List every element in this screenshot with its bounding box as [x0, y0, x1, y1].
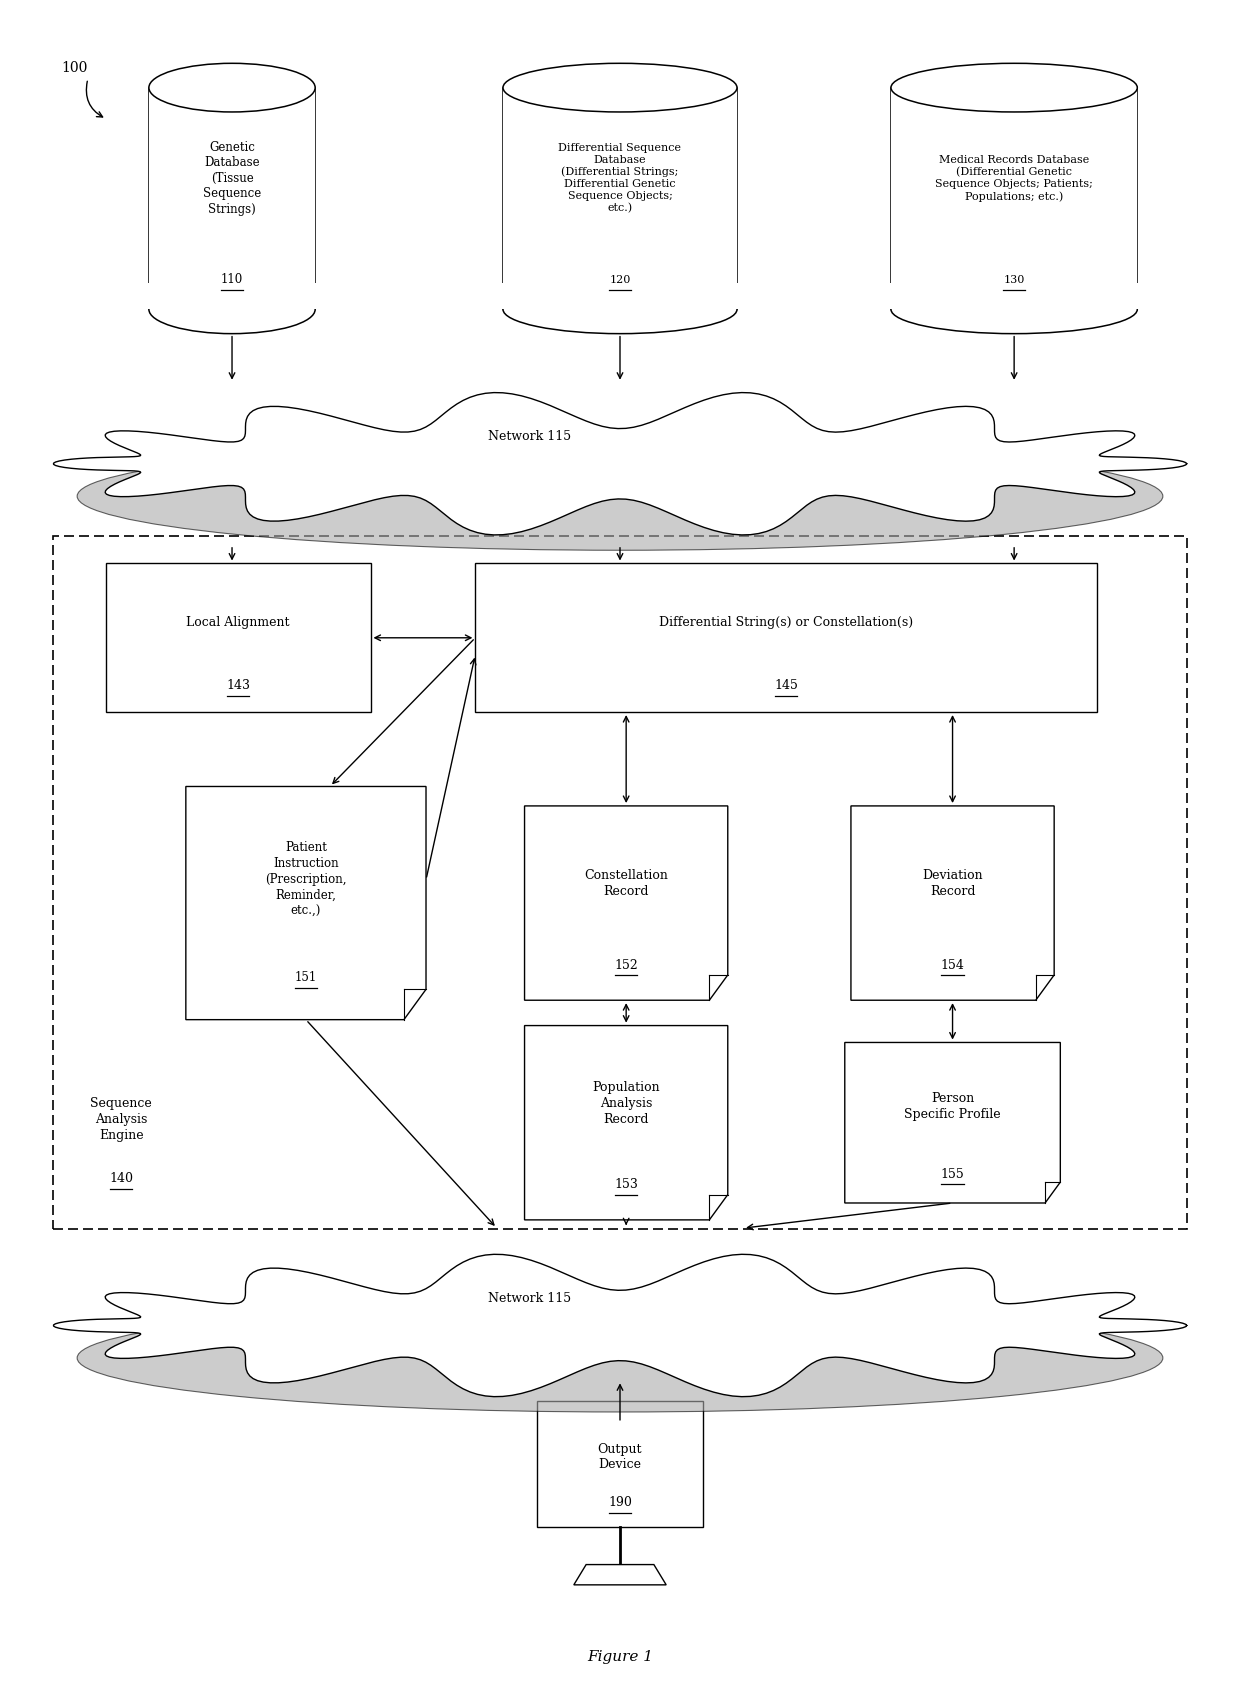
Polygon shape — [186, 786, 427, 1020]
Polygon shape — [525, 1026, 728, 1219]
Bar — [149, 88, 315, 309]
Text: 130: 130 — [1003, 275, 1024, 285]
Text: Sequence
Analysis
Engine: Sequence Analysis Engine — [91, 1097, 153, 1141]
Bar — [136, 284, 327, 309]
Text: 153: 153 — [614, 1178, 639, 1192]
Text: Population
Analysis
Record: Population Analysis Record — [593, 1082, 660, 1126]
Text: 190: 190 — [608, 1496, 632, 1510]
Polygon shape — [53, 1255, 1187, 1397]
Polygon shape — [574, 1564, 666, 1584]
Text: 155: 155 — [941, 1168, 965, 1180]
Text: Figure 1: Figure 1 — [587, 1650, 653, 1664]
Text: Genetic
Database
(Tissue
Sequence
Strings): Genetic Database (Tissue Sequence String… — [203, 141, 262, 216]
Ellipse shape — [892, 285, 1137, 333]
Text: Differential Sequence
Database
(Differential Strings;
Differential Genetic
Seque: Differential Sequence Database (Differen… — [558, 143, 682, 214]
Text: 110: 110 — [221, 273, 243, 285]
Bar — [491, 284, 749, 309]
Text: 145: 145 — [774, 679, 799, 691]
Text: 140: 140 — [109, 1172, 133, 1185]
Text: Network 115: Network 115 — [487, 1292, 570, 1306]
Ellipse shape — [149, 63, 315, 112]
Text: 154: 154 — [941, 959, 965, 971]
Bar — [537, 1401, 703, 1528]
Text: Output
Device: Output Device — [598, 1443, 642, 1470]
Text: Constellation
Record: Constellation Record — [584, 869, 668, 898]
Bar — [53, 537, 1187, 1229]
Ellipse shape — [77, 441, 1163, 550]
Text: 151: 151 — [295, 971, 317, 985]
Ellipse shape — [503, 63, 737, 112]
Text: Network 115: Network 115 — [487, 430, 570, 443]
Ellipse shape — [892, 63, 1137, 112]
Text: Local Alignment: Local Alignment — [186, 616, 290, 630]
Text: 152: 152 — [614, 959, 639, 971]
Ellipse shape — [149, 285, 315, 333]
Bar — [475, 564, 1097, 711]
Text: Differential String(s) or Constellation(s): Differential String(s) or Constellation(… — [660, 616, 914, 630]
Text: 120: 120 — [609, 275, 631, 285]
Ellipse shape — [503, 285, 737, 333]
Text: 143: 143 — [226, 679, 250, 691]
Polygon shape — [851, 807, 1054, 1000]
Bar — [503, 88, 737, 309]
Text: Deviation
Record: Deviation Record — [923, 869, 983, 898]
Bar — [892, 88, 1137, 309]
Text: Patient
Instruction
(Prescription,
Reminder,
etc.,): Patient Instruction (Prescription, Remin… — [265, 841, 347, 919]
Polygon shape — [53, 392, 1187, 535]
Bar — [879, 284, 1149, 309]
Text: Person
Specific Profile: Person Specific Profile — [904, 1092, 1001, 1121]
Ellipse shape — [77, 1304, 1163, 1413]
Text: Medical Records Database
(Differential Genetic
Sequence Objects; Patients;
Popul: Medical Records Database (Differential G… — [935, 155, 1094, 202]
Polygon shape — [844, 1043, 1060, 1202]
Text: 100: 100 — [61, 61, 88, 75]
Polygon shape — [525, 807, 728, 1000]
Bar — [105, 564, 371, 711]
